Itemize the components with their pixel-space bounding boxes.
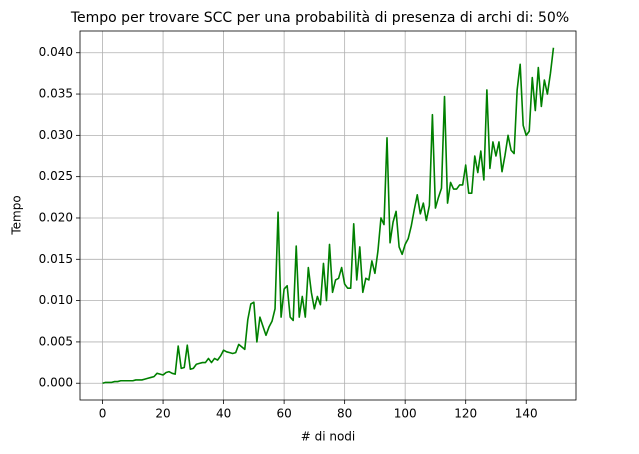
y-tick-label: 0.025 — [39, 169, 73, 183]
x-axis-label: # di nodi — [301, 430, 356, 444]
x-tick-label: 120 — [454, 407, 477, 421]
plot-frame — [79, 30, 577, 401]
x-tick-label: 0 — [99, 407, 107, 421]
y-axis-label: Tempo — [10, 195, 24, 235]
y-tick-label: 0.035 — [39, 87, 73, 101]
y-tick-label: 0.010 — [39, 293, 73, 307]
y-tick-label: 0.030 — [39, 128, 73, 142]
x-tick-label: 40 — [216, 407, 231, 421]
x-tick-label: 60 — [276, 407, 291, 421]
x-tick-label: 100 — [394, 407, 417, 421]
y-tick-label: 0.000 — [39, 376, 73, 390]
data-line — [102, 47, 555, 385]
chart-title: Tempo per trovare SCC per una probabilit… — [70, 10, 569, 26]
y-tick-label: 0.020 — [39, 210, 73, 224]
x-tick-label: 20 — [155, 407, 170, 421]
y-tick-label: 0.005 — [39, 334, 73, 348]
y-tick-label: 0.040 — [39, 45, 73, 59]
x-tick-label: 140 — [515, 407, 538, 421]
x-tick-label: 80 — [337, 407, 352, 421]
y-tick-label: 0.015 — [39, 252, 73, 266]
